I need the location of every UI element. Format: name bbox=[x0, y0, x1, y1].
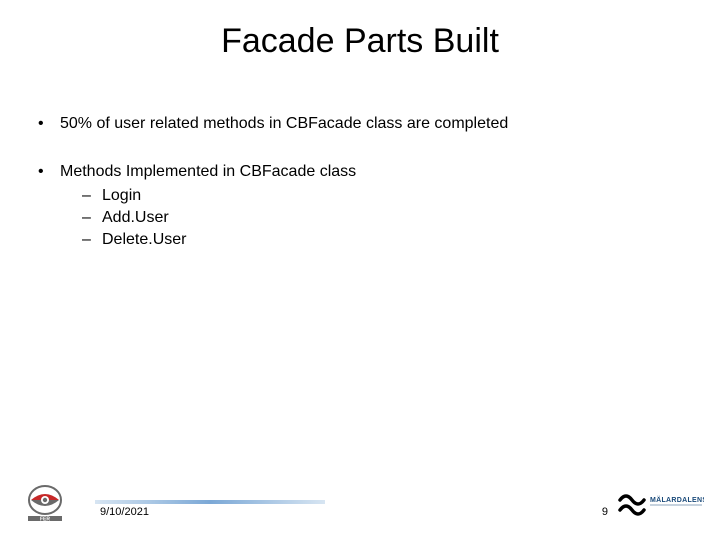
bullet-text: Methods Implemented in CBFacade class bbox=[60, 163, 356, 181]
sub-bullet-text: Add.User bbox=[102, 209, 169, 227]
body-area: • 50% of user related methods in CBFacad… bbox=[0, 79, 720, 249]
divider-gradient bbox=[95, 500, 325, 504]
bullet-item: • 50% of user related methods in CBFacad… bbox=[38, 115, 682, 133]
footer: FER 9/10/2021 9 MÄLARDALENS HÖGSKOLA bbox=[0, 474, 720, 522]
sub-bullet-item: – Delete.User bbox=[82, 231, 682, 249]
svg-text:MÄLARDALENS HÖGSKOLA: MÄLARDALENS HÖGSKOLA bbox=[650, 495, 704, 504]
page-number: 9 bbox=[602, 506, 608, 518]
sub-bullet-text: Delete.User bbox=[102, 231, 186, 249]
bullet-marker: • bbox=[38, 163, 60, 181]
fer-logo-icon: FER bbox=[22, 482, 68, 522]
svg-text:FER: FER bbox=[40, 517, 50, 523]
dash-marker: – bbox=[82, 231, 102, 249]
dash-marker: – bbox=[82, 187, 102, 205]
sub-list: – Login – Add.User – Delete.User bbox=[82, 187, 682, 249]
bullet-text: 50% of user related methods in CBFacade … bbox=[60, 115, 508, 133]
slide: Facade Parts Built • 50% of user related… bbox=[0, 0, 720, 540]
sub-bullet-item: – Login bbox=[82, 187, 682, 205]
slide-title: Facade Parts Built bbox=[0, 0, 720, 79]
malardalens-logo-icon: MÄLARDALENS HÖGSKOLA bbox=[614, 488, 704, 522]
sub-bullet-item: – Add.User bbox=[82, 209, 682, 227]
footer-date: 9/10/2021 bbox=[100, 506, 149, 518]
bullet-item: • Methods Implemented in CBFacade class bbox=[38, 163, 682, 181]
dash-marker: – bbox=[82, 209, 102, 227]
sub-bullet-text: Login bbox=[102, 187, 141, 205]
bullet-marker: • bbox=[38, 115, 60, 133]
